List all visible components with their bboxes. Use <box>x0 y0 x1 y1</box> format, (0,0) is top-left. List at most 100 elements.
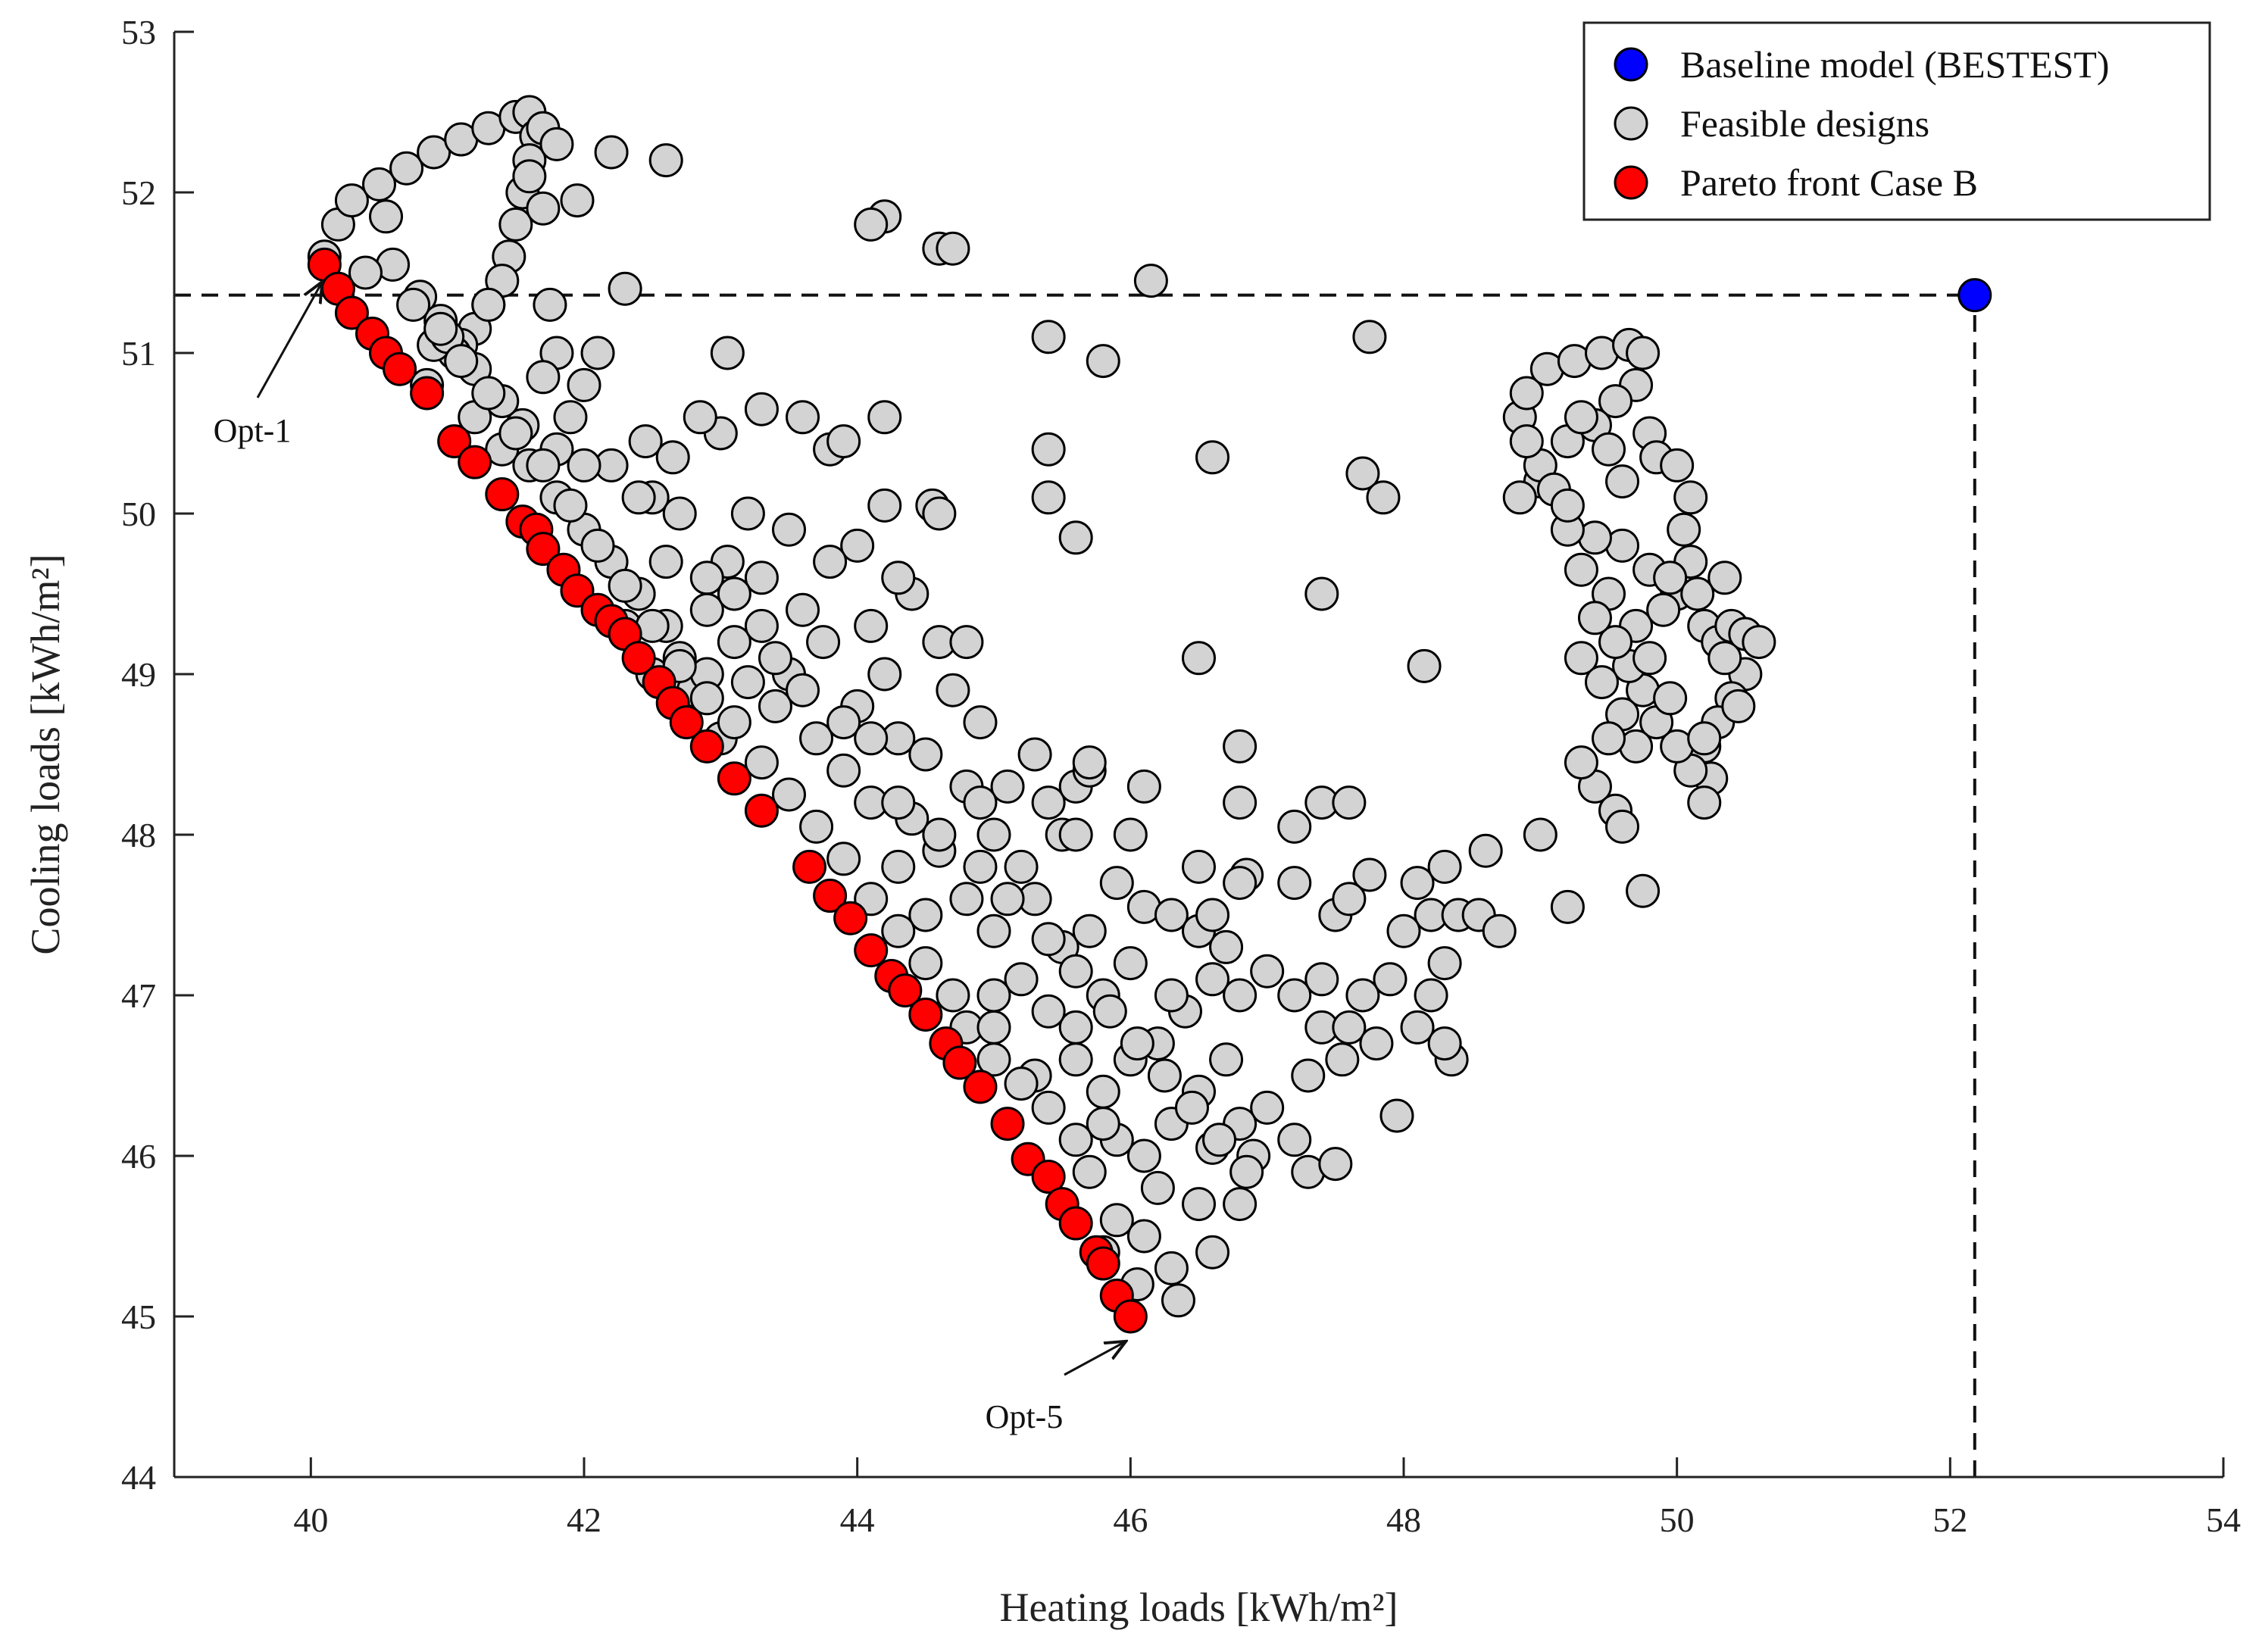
feasible-design-point <box>1058 1123 1093 1157</box>
feasible-design-point <box>560 183 595 218</box>
y-axis-title: Cooling loads [kWh/m²] <box>23 554 68 954</box>
feasible-design-point <box>1366 480 1401 515</box>
pareto-point <box>437 424 472 459</box>
pareto-point <box>908 997 943 1032</box>
pareto-point <box>813 879 848 913</box>
x-tick-label: 40 <box>293 1501 328 1539</box>
feasible-design-point <box>608 568 642 603</box>
feasible-design-point <box>949 882 984 917</box>
feasible-design-point <box>963 785 998 820</box>
feasible-design-point <box>1031 994 1066 1029</box>
feasible-design-point <box>908 737 943 772</box>
opt-5-arrow <box>1064 1341 1126 1376</box>
feasible-design-point <box>786 592 820 627</box>
feasible-design-point <box>1182 641 1216 676</box>
feasible-design-point <box>799 721 834 756</box>
pareto-point <box>1086 1246 1120 1281</box>
feasible-design-point <box>1099 1203 1134 1238</box>
feasible-design-point <box>1400 1010 1435 1045</box>
feasible-design-point <box>1126 769 1161 804</box>
feasible-design-point <box>389 151 424 186</box>
feasible-design-point <box>1072 745 1107 780</box>
feasible-design-point <box>662 496 697 531</box>
feasible-design-point <box>1373 962 1408 997</box>
feasible-design-point <box>1277 978 1312 1013</box>
feasible-design-point <box>1318 1147 1353 1182</box>
feasible-design-point <box>1482 913 1517 948</box>
feasible-design-point <box>1707 641 1742 676</box>
feasible-design-point <box>362 167 396 201</box>
feasible-design-point <box>976 1010 1011 1045</box>
feasible-design-point <box>1332 882 1367 917</box>
feasible-design-point <box>553 488 588 523</box>
feasible-design-point <box>1427 1026 1462 1061</box>
feasible-design-point <box>854 721 889 756</box>
feasible-design-point <box>1304 962 1339 997</box>
feasible-design-point <box>1359 1026 1394 1061</box>
pareto-point <box>383 351 417 386</box>
feasible-design-point <box>396 287 431 322</box>
feasible-design-point <box>1632 641 1667 676</box>
y-tick-label: 52 <box>121 173 156 212</box>
pareto-point <box>963 1070 998 1104</box>
feasible-design-point <box>1646 592 1681 627</box>
feasible-design-point <box>1592 721 1626 756</box>
feasible-design-point <box>1687 721 1722 756</box>
feasible-design-point <box>1352 857 1387 892</box>
feasible-design-point <box>1721 689 1756 723</box>
feasible-design-point <box>1031 1090 1066 1125</box>
feasible-design-point <box>1291 1058 1326 1093</box>
feasible-design-point <box>772 777 806 812</box>
feasible-design-point <box>1086 1107 1120 1141</box>
feasible-design-point <box>1120 1026 1154 1061</box>
feasible-design-point <box>1379 1098 1414 1133</box>
pareto-point <box>1113 1299 1148 1334</box>
feasible-design-point <box>512 159 547 194</box>
feasible-design-point <box>1427 849 1462 884</box>
feasible-design-point <box>594 135 629 170</box>
y-tick-label: 49 <box>121 655 156 694</box>
feasible-design-point <box>786 400 820 435</box>
feasible-design-point <box>1031 785 1066 820</box>
feasible-design-point <box>1742 625 1776 660</box>
feasible-design-point <box>1468 833 1503 868</box>
feasible-design-point <box>648 545 683 579</box>
feasible-design-point <box>608 271 642 306</box>
feasible-design-point <box>1592 432 1626 467</box>
feasible-design-point <box>881 849 916 884</box>
feasible-design-point <box>553 400 588 435</box>
feasible-design-point <box>1598 625 1633 660</box>
feasible-design-point <box>1223 978 1258 1013</box>
feasible-design-point <box>758 689 792 723</box>
legend-label-baseline: Baseline model (BESTEST) <box>1680 43 2110 86</box>
pareto-point <box>717 761 751 796</box>
feasible-design-point <box>1427 946 1462 981</box>
feasible-design-point <box>1209 929 1244 964</box>
feasible-design-point <box>1209 1042 1244 1077</box>
feasible-design-point <box>976 913 1011 948</box>
ticks: 40 42 44 46 48 50 52 54 44 45 46 47 48 49 50 51 52 53 <box>121 13 2241 1539</box>
feasible-design-point <box>1680 576 1715 611</box>
feasible-design-point <box>1509 376 1544 411</box>
feasible-design-point <box>1352 320 1387 354</box>
feasible-design-point <box>689 561 724 595</box>
opt-1-arrow <box>256 282 322 398</box>
feasible-design-point <box>1099 866 1134 901</box>
feasible-design-point <box>1407 648 1442 683</box>
feasible-design-point <box>1058 1042 1093 1077</box>
feasible-design-point <box>683 400 717 435</box>
feasible-design-point <box>936 673 970 707</box>
pareto-point <box>689 729 724 764</box>
feasible-design-point <box>1626 873 1661 908</box>
feasible-design-point <box>1202 1123 1237 1157</box>
feasible-design-point <box>648 143 683 178</box>
feasible-design-point <box>1687 785 1722 820</box>
legend-marker-baseline <box>1614 47 1648 82</box>
feasible-design-point <box>1182 849 1216 884</box>
feasible-design-point <box>976 978 1011 1013</box>
feasible-design-point <box>744 561 779 595</box>
feasible-design-point <box>423 311 458 346</box>
feasible-design-point <box>1550 488 1585 523</box>
feasible-design-point <box>826 842 861 876</box>
pareto-point <box>833 901 868 935</box>
